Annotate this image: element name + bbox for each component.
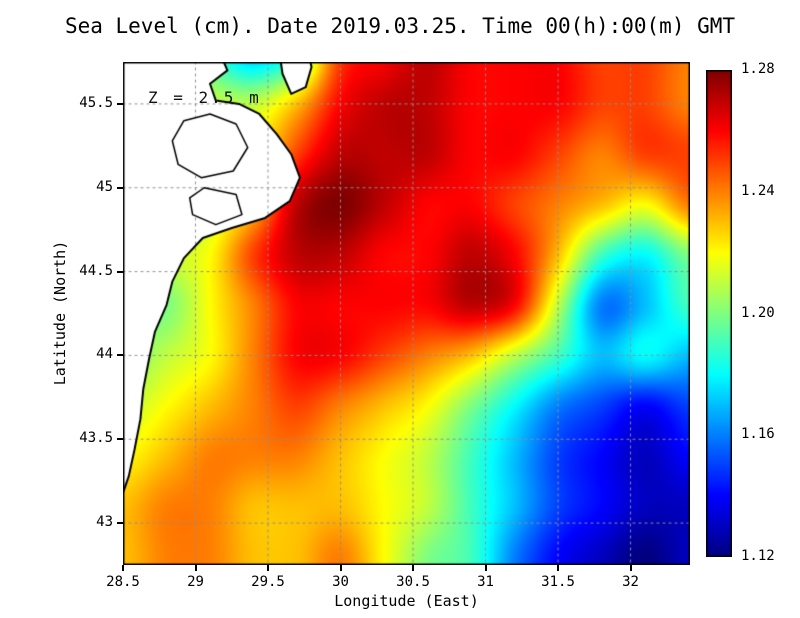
x-tick-mark	[194, 565, 197, 571]
y-tick-mark	[117, 102, 123, 105]
x-tick-mark	[267, 565, 269, 571]
y-tick-label: 43.5	[79, 430, 113, 447]
x-tick-label: 29.5	[251, 574, 285, 590]
x-tick-mark	[122, 565, 124, 571]
x-tick-label: 30	[332, 574, 349, 590]
x-tick-label: 32	[622, 574, 639, 590]
heatmap-canvas	[123, 62, 690, 565]
y-tick-label: 45.5	[79, 94, 113, 111]
x-axis-label: Longitude (East)	[334, 592, 479, 610]
x-tick-label: 28.5	[106, 574, 140, 590]
y-tick-mark	[117, 354, 123, 357]
y-tick-mark	[117, 270, 123, 273]
x-tick-mark	[339, 565, 342, 571]
x-tick-label: 31	[477, 574, 494, 590]
y-tick-mark	[117, 438, 123, 441]
x-tick-mark	[629, 565, 632, 571]
colorbar-tick-label: 1.28	[741, 61, 775, 77]
x-tick-mark	[557, 565, 560, 571]
x-tick-mark	[484, 565, 487, 571]
colorbar-tick-label: 1.16	[741, 426, 775, 443]
colorbar-tick-label: 1.20	[741, 304, 775, 321]
y-tick-label: 44	[96, 346, 113, 363]
chart-title: Sea Level (cm). Date 2019.03.25. Time 00…	[64, 14, 736, 38]
y-tick-label: 43	[96, 514, 113, 531]
colorbar-canvas	[706, 70, 732, 557]
x-tick-mark	[412, 565, 415, 571]
x-tick-label: 30.5	[396, 574, 430, 590]
depth-annotation: Z = 2.5 m	[148, 88, 262, 107]
y-tick-label: 45	[96, 178, 113, 195]
y-tick-mark	[117, 522, 123, 525]
y-tick-label: 44.5	[79, 262, 113, 279]
x-tick-label: 29	[187, 574, 204, 590]
colorbar-tick-label: 1.24	[741, 182, 775, 199]
y-tick-mark	[117, 186, 123, 189]
colorbar-tick-label: 1.12	[741, 548, 775, 564]
x-tick-label: 31.5	[541, 574, 575, 590]
